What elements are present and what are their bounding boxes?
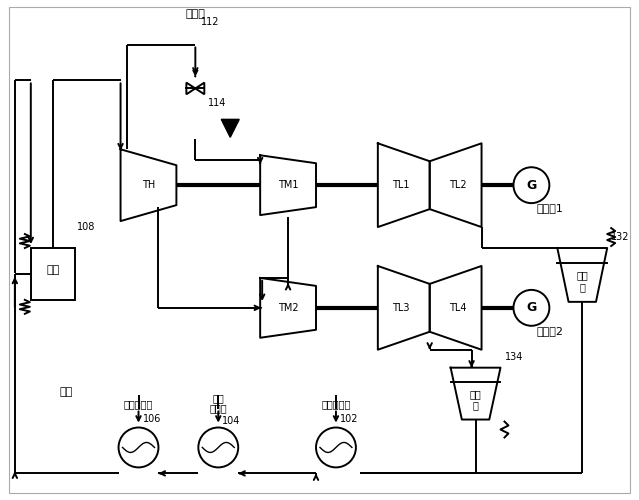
Text: 给水泵: 给水泵 xyxy=(210,404,227,413)
Bar xyxy=(31,248,75,300)
Text: TL2: TL2 xyxy=(449,180,467,190)
Text: G: G xyxy=(527,178,537,192)
Polygon shape xyxy=(196,82,204,94)
Text: TL4: TL4 xyxy=(449,303,467,313)
Text: TL1: TL1 xyxy=(392,180,410,190)
Text: 锅炉: 锅炉 xyxy=(46,265,59,275)
Text: 104: 104 xyxy=(222,416,241,426)
Polygon shape xyxy=(221,120,239,138)
Text: 102: 102 xyxy=(340,414,358,424)
Text: 高压加热器: 高压加热器 xyxy=(124,400,153,409)
Text: 凝汽
器: 凝汽 器 xyxy=(470,389,481,410)
Text: 发电机1: 发电机1 xyxy=(536,203,563,213)
Text: 凝汽
器: 凝汽 器 xyxy=(576,270,588,292)
Text: 发电机2: 发电机2 xyxy=(536,326,564,336)
Text: TH: TH xyxy=(142,180,155,190)
Polygon shape xyxy=(187,82,196,94)
Text: 108: 108 xyxy=(77,222,95,232)
Text: 抽汽: 抽汽 xyxy=(59,386,72,396)
Text: 114: 114 xyxy=(208,98,227,108)
Text: 抽汽: 抽汽 xyxy=(212,394,224,404)
Text: 低压加热器: 低压加热器 xyxy=(321,400,351,409)
Text: 134: 134 xyxy=(504,352,523,362)
Text: TM2: TM2 xyxy=(278,303,298,313)
Text: G: G xyxy=(527,302,537,314)
Text: 112: 112 xyxy=(201,16,220,26)
Text: 106: 106 xyxy=(142,414,161,424)
Text: 132: 132 xyxy=(611,232,629,242)
Text: 再热器: 再热器 xyxy=(185,8,205,18)
Text: TL3: TL3 xyxy=(392,303,410,313)
Text: TM1: TM1 xyxy=(278,180,298,190)
